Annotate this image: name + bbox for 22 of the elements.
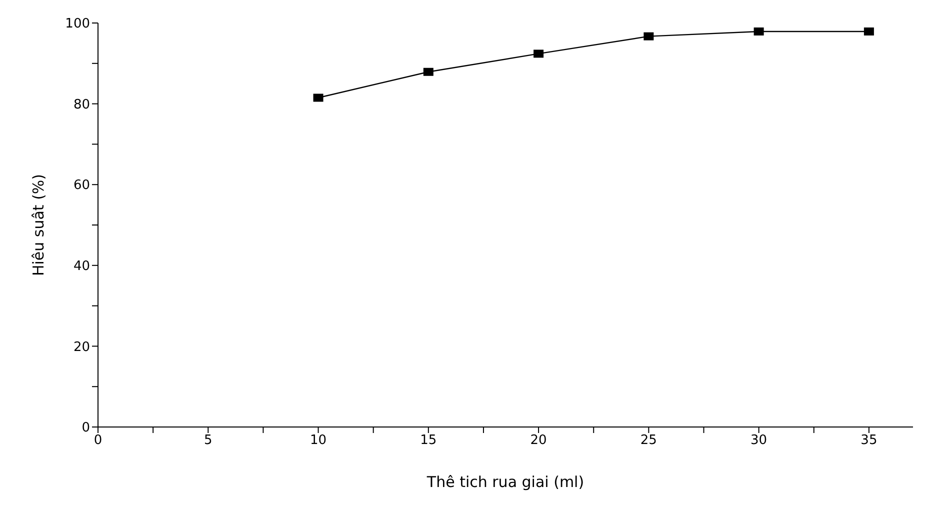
x-tick-label: 20 (530, 433, 547, 448)
y-tick-label: 20 (73, 340, 90, 355)
y-tick-label: 100 (65, 16, 90, 32)
x-tick-label: 35 (860, 433, 878, 448)
x-tick-label: 5 (204, 433, 212, 448)
point (534, 50, 544, 58)
x-tick-label: 30 (750, 433, 768, 448)
y-tick-label: 80 (73, 97, 90, 112)
x-tick-label: 15 (420, 433, 437, 448)
y-axis-title: Hiêu suât (%) (29, 174, 48, 276)
x-tick-label: 10 (310, 433, 327, 448)
point (313, 94, 324, 102)
point (423, 68, 434, 76)
x-axis-title: Thê tich rua giai (ml) (426, 473, 584, 491)
y-tick-label: 40 (73, 259, 90, 274)
point (864, 27, 874, 36)
x-tick-label: 0 (94, 433, 102, 448)
point (644, 32, 654, 40)
y-tick-label: 60 (73, 178, 90, 194)
point (754, 27, 764, 36)
x-tick-label: 25 (640, 433, 657, 448)
y-tick-label: 0 (82, 420, 90, 436)
